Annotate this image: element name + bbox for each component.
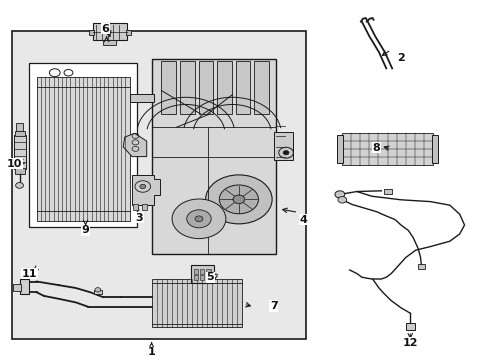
Polygon shape [132,175,160,205]
Text: 6: 6 [101,24,109,34]
Text: 9: 9 [81,225,89,235]
Bar [37,77,129,221]
Circle shape [172,199,225,239]
Text: 8: 8 [372,143,380,153]
Text: 1: 1 [147,347,155,357]
Bar [217,61,231,114]
Bar [161,61,176,114]
Bar [180,61,194,114]
Bar [417,264,425,269]
Bar [206,275,210,280]
Bar [151,279,242,327]
Bar [12,31,305,339]
Bar [198,61,213,114]
Circle shape [140,184,145,189]
Bar [129,94,154,102]
Text: 10: 10 [7,159,22,169]
Text: 11: 11 [21,269,37,279]
Text: 7: 7 [269,301,277,311]
Bar [15,131,25,136]
Bar [125,30,130,35]
Text: 5: 5 [206,272,214,282]
Bar [133,204,138,210]
Bar [200,275,204,280]
Bar [193,275,198,280]
Bar [342,133,432,165]
Bar [383,189,391,194]
Circle shape [95,288,101,292]
Bar [89,30,94,35]
Circle shape [337,197,346,203]
Circle shape [219,185,258,214]
Circle shape [283,150,288,155]
Bar [94,290,102,294]
Text: 4: 4 [299,215,306,225]
Bar [20,279,29,294]
Text: 2: 2 [396,53,404,63]
Circle shape [195,216,203,222]
Bar [273,132,293,161]
Bar [337,135,343,163]
Bar [193,269,198,274]
Bar [431,135,437,163]
Text: 12: 12 [402,338,418,348]
Bar [13,284,20,291]
Bar [206,269,210,274]
Bar [190,265,214,283]
Text: 3: 3 [135,213,143,223]
Circle shape [205,175,272,224]
Bar [405,323,414,330]
Bar [14,135,26,169]
Bar [254,61,268,114]
Bar [151,59,276,254]
Bar [142,204,146,210]
Bar [235,61,250,114]
Bar [93,23,127,40]
Bar [15,168,25,174]
Circle shape [334,191,344,198]
Bar [16,123,23,131]
Polygon shape [123,133,146,157]
Bar [102,40,116,45]
Circle shape [16,183,23,188]
Bar [29,63,137,227]
Circle shape [232,195,244,204]
Circle shape [186,210,211,228]
Bar [200,269,204,274]
